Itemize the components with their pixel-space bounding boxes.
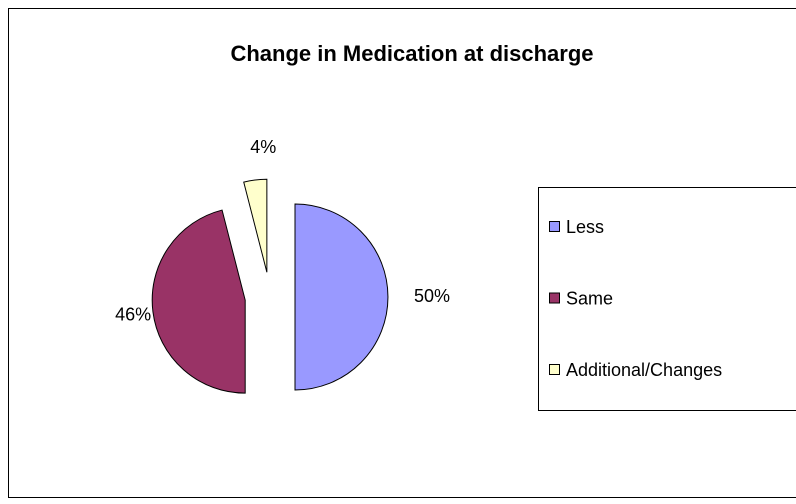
legend-label: Less [566,217,604,237]
legend-swatch [549,292,560,304]
pie-slice [294,203,389,391]
data-label: 50% [414,286,450,306]
legend-swatch [549,364,560,375]
data-label: 46% [115,305,151,325]
legend-swatch [549,221,560,232]
pie-slice [243,178,268,273]
legend-label: Same [566,288,613,308]
legend-label: Additional/Changes [566,360,722,380]
chart-title: Change in Medication at discharge [230,41,593,66]
legend-box [538,187,796,411]
data-label: 4% [250,137,276,157]
pie-slice [151,209,246,394]
